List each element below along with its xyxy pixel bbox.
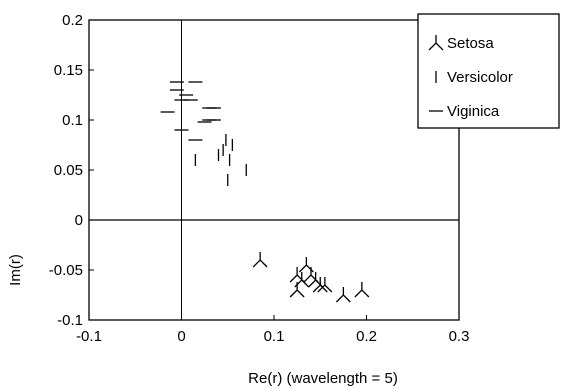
point-setosa	[252, 252, 268, 268]
plot-border	[88, 19, 460, 321]
x-tick-label: 0.1	[264, 328, 285, 345]
point-setosa	[335, 287, 351, 303]
data-points	[160, 81, 370, 303]
x-axis-ticks: -0.1 0 0.1 0.2 0.3	[76, 315, 469, 345]
y-tick-label: -0.1	[57, 312, 83, 329]
legend: Setosa Versicolor Viginica	[417, 13, 560, 129]
legend-marker-setosa	[428, 35, 444, 51]
x-tick-label: 0.2	[356, 328, 377, 345]
point-setosa	[289, 282, 305, 298]
y-tick-label: 0.05	[54, 162, 83, 179]
y-axis-ticks: -0.1 -0.05 0 0.05 0.1 0.15 0.2	[49, 12, 94, 329]
legend-label-versicolor: Versicolor	[447, 69, 513, 86]
legend-label-setosa: Setosa	[447, 35, 494, 52]
y-tick-label: 0.15	[54, 62, 83, 79]
y-axis-title: Im(r)	[7, 254, 24, 286]
y-tick-label: 0.2	[62, 12, 83, 29]
point-setosa	[317, 277, 333, 293]
point-setosa	[312, 277, 328, 293]
x-tick-label: -0.1	[76, 328, 102, 345]
x-tick-label: 0	[177, 328, 185, 345]
plot-area	[88, 19, 460, 321]
y-tick-label: -0.05	[49, 262, 83, 279]
reference-lines	[89, 20, 459, 320]
x-tick-label: 0.3	[449, 328, 470, 345]
y-tick-label: 0.1	[62, 112, 83, 129]
point-setosa	[354, 282, 370, 298]
legend-label-viginica: Viginica	[447, 103, 500, 120]
y-tick-label: 0	[75, 212, 83, 229]
x-axis-title: Re(r) (wavelength = 5)	[248, 370, 398, 387]
legend-box	[417, 13, 560, 129]
